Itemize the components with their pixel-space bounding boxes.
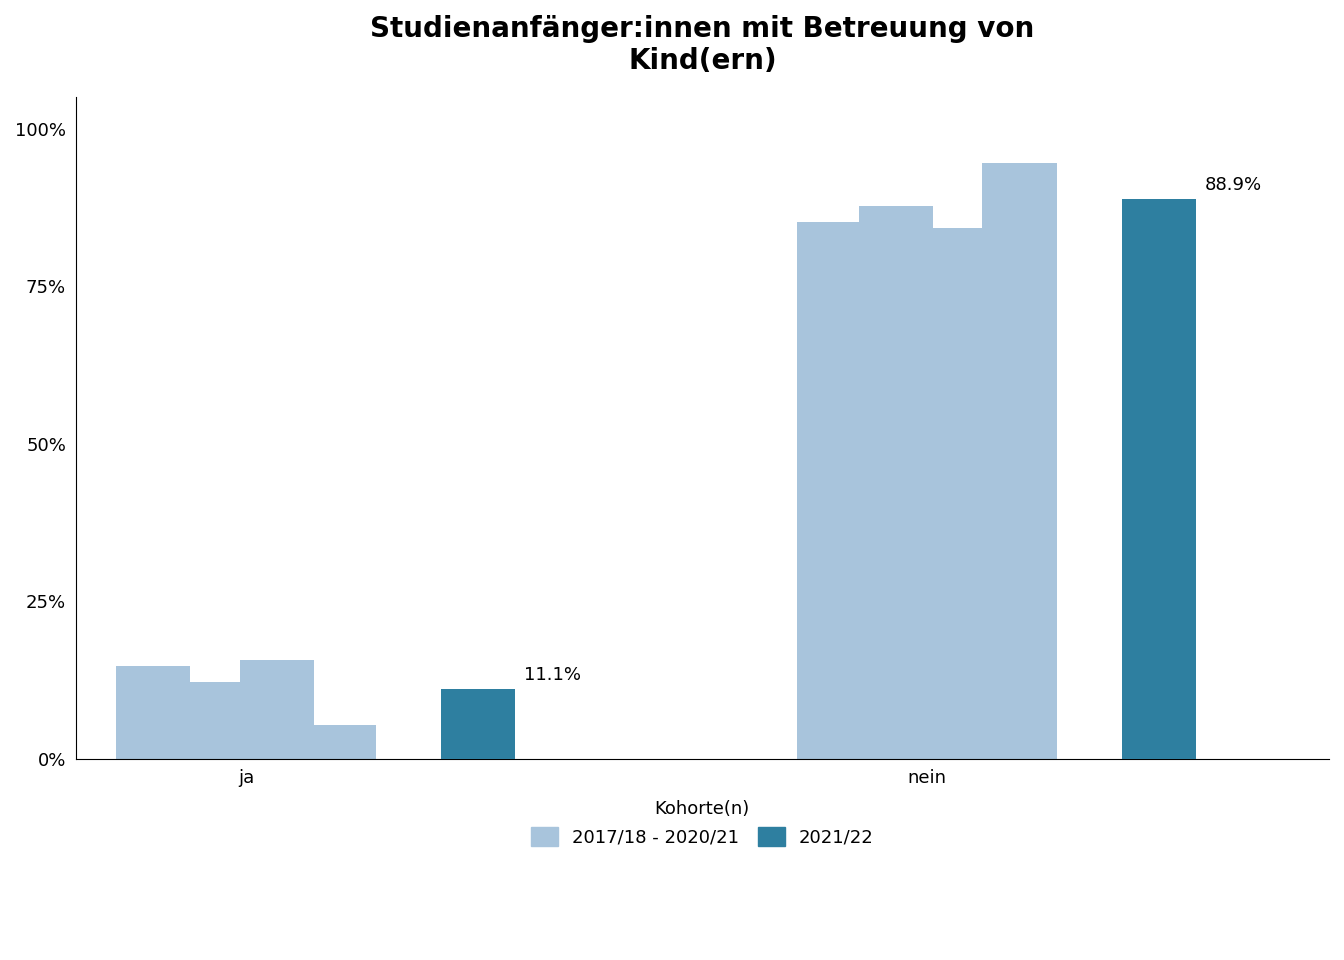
Bar bbox=[1122, 199, 1196, 759]
Bar bbox=[797, 222, 871, 759]
Bar bbox=[239, 660, 314, 759]
Text: 11.1%: 11.1% bbox=[524, 666, 582, 684]
Title: Studienanfänger:innen mit Betreuung von
Kind(ern): Studienanfänger:innen mit Betreuung von … bbox=[370, 15, 1035, 76]
Text: 88.9%: 88.9% bbox=[1206, 176, 1262, 194]
Bar bbox=[177, 682, 253, 759]
Bar bbox=[301, 725, 376, 759]
Legend: 2017/18 - 2020/21, 2021/22: 2017/18 - 2020/21, 2021/22 bbox=[521, 791, 883, 855]
Bar bbox=[859, 205, 933, 759]
Bar bbox=[982, 163, 1056, 759]
Bar bbox=[921, 228, 995, 759]
Bar bbox=[441, 689, 515, 759]
Bar bbox=[116, 665, 191, 759]
